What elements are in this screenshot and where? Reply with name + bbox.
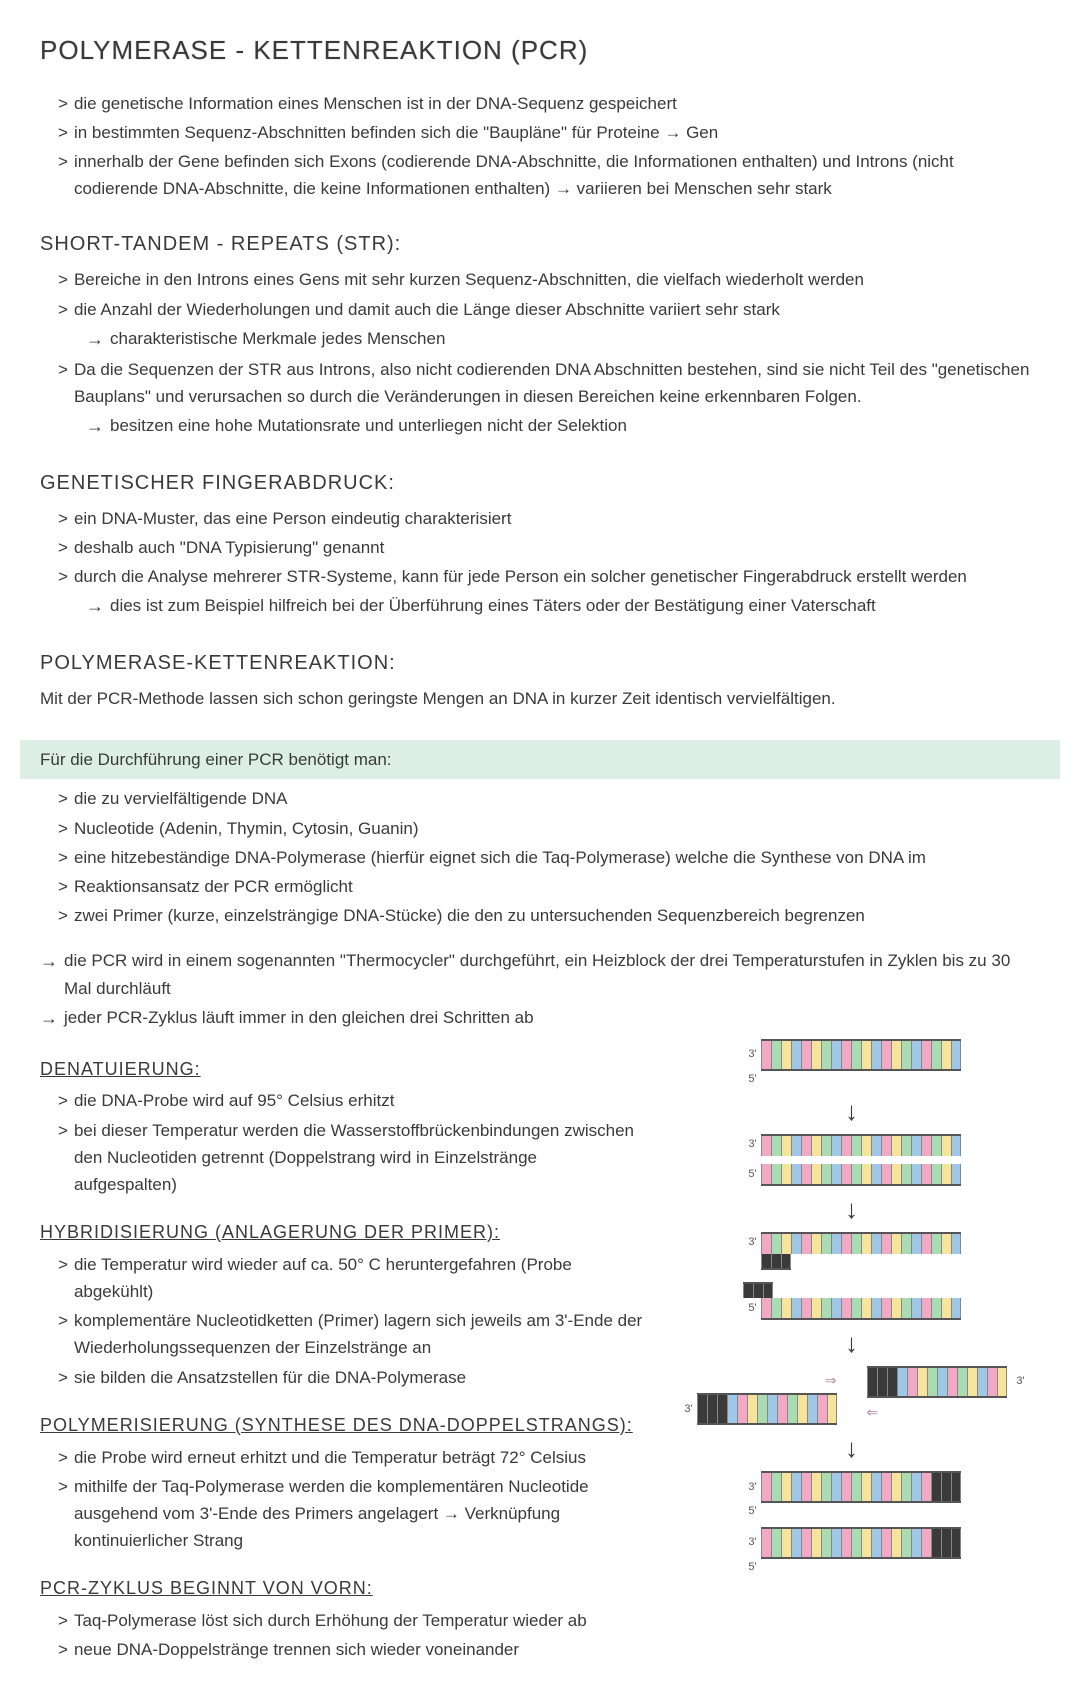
end-label-3: 3' (743, 1136, 757, 1154)
section-fingerprint-title: GENETISCHER FINGERABDRUCK: (40, 467, 1040, 499)
end-label-3: 3' (743, 1534, 757, 1552)
fp-bullet: durch die Analyse mehrerer STR-Systeme, … (74, 563, 967, 590)
bullet-marker: > (58, 873, 68, 900)
dna-polymerisation: ⇒ 3' 3' ⇐ (679, 1366, 1025, 1425)
req-bullet: zwei Primer (kurze, einzelsträngige DNA-… (74, 902, 865, 929)
dna-result-strands: 3' 5' 3' 5' (743, 1471, 961, 1576)
down-arrow-icon: ↓ (845, 1330, 858, 1356)
restart-bullet: neue DNA-Doppelstränge trennen sich wied… (74, 1636, 519, 1663)
requirements-title-band: Für die Durchführung einer PCR benötigt … (20, 740, 1060, 779)
cycle-note: die PCR wird in einem sogenannten "Therm… (64, 947, 1040, 1001)
restart-bullet: Taq-Polymerase löst sich durch Erhöhung … (74, 1607, 587, 1634)
cycle-note: jeder PCR-Zyklus läuft immer in den glei… (64, 1004, 534, 1031)
bullet-marker: > (58, 1607, 68, 1634)
arrow-marker: → (40, 947, 58, 976)
bullet-marker: > (58, 90, 68, 117)
intro-bullet: in bestimmten Sequenz-Abschnitten befind… (74, 119, 718, 146)
fingerprint-list: >ein DNA-Muster, das eine Person eindeut… (58, 505, 1040, 621)
req-bullet: Reaktionsansatz der PCR ermöglicht (74, 873, 353, 900)
hybrid-bullet: komplementäre Nucleotidketten (Primer) l… (74, 1307, 643, 1361)
bullet-marker: > (58, 1307, 68, 1334)
arrow-marker: → (86, 412, 104, 441)
hybrid-bullet: sie bilden die Ansatzstellen für die DNA… (74, 1364, 466, 1391)
dna-double-strand: 3' 5' (743, 1039, 961, 1089)
polym-bullet: mithilfe der Taq-Polymerase werden die k… (74, 1473, 643, 1555)
polym-bullet: die Probe wird erneut erhitzt und die Te… (74, 1444, 586, 1471)
section-pcr-title: POLYMERASE-KETTENREAKTION: (40, 647, 1040, 679)
arrow-marker: → (40, 1004, 58, 1033)
bullet-marker: > (58, 563, 68, 590)
step-hybrid-title: HYBRIDISIERUNG (ANLAGERUNG DER PRIMER): (40, 1218, 643, 1247)
bullet-marker: > (58, 1636, 68, 1663)
fp-bullet: ein DNA-Muster, das eine Person eindeuti… (74, 505, 512, 532)
bullet-marker: > (58, 1087, 68, 1114)
bullet-marker: > (58, 119, 68, 146)
end-label-5: 5' (743, 1503, 757, 1521)
bullet-marker: > (58, 902, 68, 929)
end-label-5: 5' (743, 1166, 757, 1184)
bullet-marker: > (58, 148, 68, 175)
str-arrow: charakteristische Merkmale jedes Mensche… (110, 325, 445, 352)
hybrid-bullet: die Temperatur wird wieder auf ca. 50° C… (74, 1251, 643, 1305)
requirements-list: >die zu vervielfältigende DNA >Nucleotid… (58, 785, 1040, 929)
str-bullet: Da die Sequenzen der STR aus Introns, al… (74, 356, 1040, 410)
end-label-3: 3' (743, 1479, 757, 1497)
intro-bullet: die genetische Information eines Mensche… (74, 90, 677, 117)
end-label-3: 3' (1011, 1373, 1025, 1391)
denat-bullet: bei dieser Temperatur werden die Wassers… (74, 1117, 643, 1199)
str-bullet: die Anzahl der Wiederholungen und damit … (74, 296, 780, 323)
bullet-marker: > (58, 1473, 68, 1500)
dna-primer-anneal: 3' 5' (743, 1232, 961, 1320)
denat-bullet: die DNA-Probe wird auf 95° Celsius erhit… (74, 1087, 395, 1114)
step-denat-title: DENATUIERUNG: (40, 1055, 643, 1084)
fp-bullet: deshalb auch "DNA Typisierung" genannt (74, 534, 384, 561)
bullet-marker: > (58, 534, 68, 561)
bullet-marker: > (58, 1364, 68, 1391)
req-bullet: die zu vervielfältigende DNA (74, 785, 288, 812)
bullet-marker: > (58, 815, 68, 842)
dna-diagram-column: 3' 5' ↓ 3' 5' ↓ 3' 5' ↓ ⇒ 3' (663, 1035, 1040, 1577)
end-label-5: 5' (743, 1559, 757, 1577)
requirements-title: Für die Durchführung einer PCR benötigt … (40, 750, 392, 769)
end-label-3: 3' (743, 1234, 757, 1252)
intro-bullet: innerhalb der Gene befinden sich Exons (… (74, 148, 1040, 202)
bullet-marker: > (58, 1117, 68, 1144)
bullet-marker: > (58, 1444, 68, 1471)
down-arrow-icon: ↓ (845, 1435, 858, 1461)
bullet-marker: > (58, 356, 68, 383)
str-arrow: besitzen eine hohe Mutationsrate und unt… (110, 412, 627, 439)
primer-arrow-right-icon: ⇒ (825, 1372, 837, 1388)
down-arrow-icon: ↓ (845, 1098, 858, 1124)
intro-list: >die genetische Information eines Mensch… (58, 90, 1040, 203)
bullet-marker: > (58, 785, 68, 812)
req-bullet: Nucleotide (Adenin, Thymin, Cytosin, Gua… (74, 815, 419, 842)
end-label-5: 5' (743, 1071, 757, 1089)
section-str-title: SHORT-TANDEM - REPEATS (STR): (40, 228, 1040, 260)
arrow-marker: → (86, 592, 104, 621)
str-list: >Bereiche in den Introns eines Gens mit … (58, 266, 1040, 440)
step-polym-title: POLYMERISIERUNG (SYNTHESE DES DNA-DOPPEL… (40, 1411, 643, 1440)
bullet-marker: > (58, 266, 68, 293)
end-label-3: 3' (743, 1046, 757, 1064)
bullet-marker: > (58, 296, 68, 323)
bullet-marker: > (58, 1251, 68, 1278)
primer-arrow-left-icon: ⇐ (867, 1404, 879, 1420)
down-arrow-icon: ↓ (845, 1196, 858, 1222)
req-bullet: eine hitzebeständige DNA-Polymerase (hie… (74, 844, 926, 871)
end-label-5: 5' (743, 1300, 757, 1318)
pcr-text: Mit der PCR-Methode lassen sich schon ge… (40, 685, 1040, 712)
step-restart-title: PCR-ZYKLUS BEGINNT VON VORN: (40, 1574, 643, 1603)
bullet-marker: > (58, 505, 68, 532)
page-title: POLYMERASE - KETTENREAKTION (PCR) (40, 30, 1040, 72)
end-label-3: 3' (679, 1401, 693, 1419)
arrow-marker: → (86, 325, 104, 354)
bullet-marker: > (58, 844, 68, 871)
str-bullet: Bereiche in den Introns eines Gens mit s… (74, 266, 864, 293)
fp-arrow: dies ist zum Beispiel hilfreich bei der … (110, 592, 876, 619)
dna-single-strands: 3' 5' (743, 1134, 961, 1186)
